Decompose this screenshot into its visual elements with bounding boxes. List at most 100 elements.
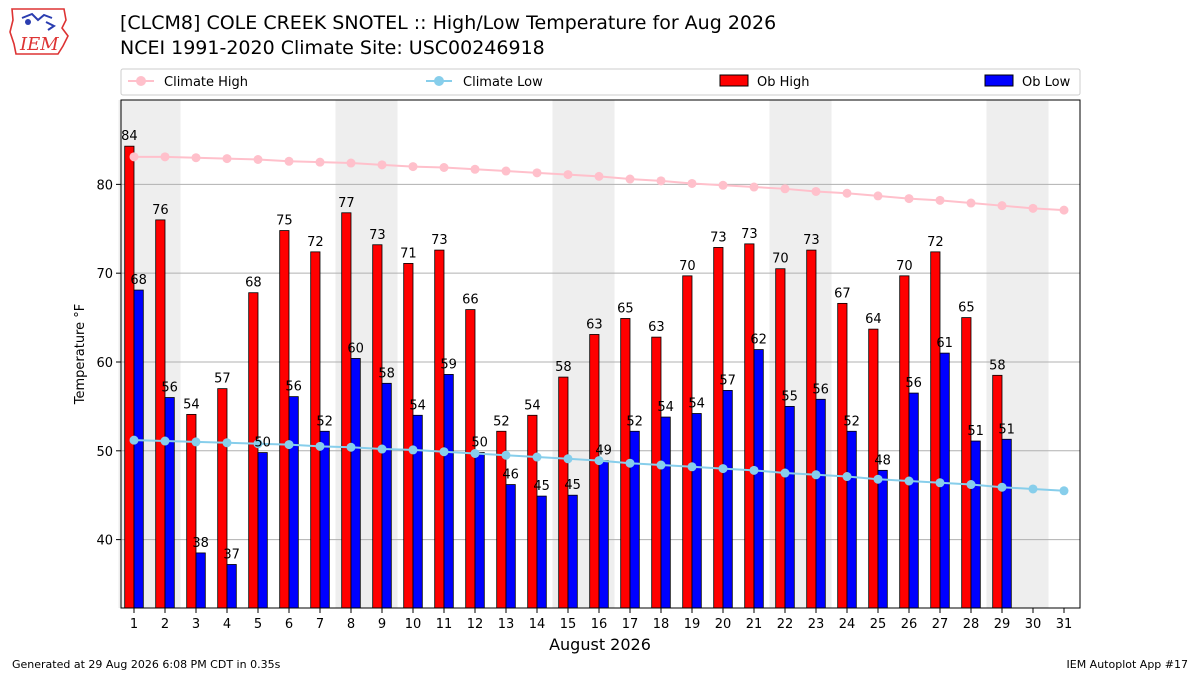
point-climate-high bbox=[377, 160, 387, 170]
iem-logo-graphic: IEM bbox=[9, 8, 69, 55]
data-label-ob-low: 50 bbox=[471, 436, 488, 451]
x-tick-label: 11 bbox=[436, 617, 453, 632]
point-climate-high bbox=[625, 174, 635, 184]
data-label-ob-high: 68 bbox=[245, 276, 262, 291]
data-label-ob-low: 50 bbox=[254, 436, 271, 451]
bar-ob-high bbox=[155, 219, 166, 609]
bar-ob-high bbox=[992, 374, 1003, 609]
point-climate-high bbox=[284, 156, 294, 166]
x-tick-label: 28 bbox=[963, 617, 980, 632]
point-climate-low bbox=[439, 447, 449, 457]
point-climate-low bbox=[904, 476, 914, 486]
point-climate-low bbox=[315, 441, 325, 451]
climate-lines bbox=[129, 152, 1069, 496]
y-tick-label: 80 bbox=[96, 178, 113, 193]
point-climate-low bbox=[501, 450, 511, 460]
data-label-ob-high: 73 bbox=[741, 227, 758, 242]
chart-title: [CLCM8] COLE CREEK SNOTEL :: High/Low Te… bbox=[120, 12, 777, 34]
x-tick-label: 5 bbox=[254, 617, 262, 632]
point-climate-low bbox=[997, 482, 1007, 492]
bar-ob-low bbox=[133, 289, 144, 609]
legend-label-climate-low: Climate Low bbox=[463, 75, 543, 90]
bar-ob-high bbox=[341, 212, 352, 609]
data-label-ob-high: 70 bbox=[772, 252, 789, 267]
point-climate-low bbox=[253, 439, 263, 449]
x-tick-label: 21 bbox=[746, 617, 763, 632]
point-climate-high bbox=[656, 176, 666, 186]
data-label-ob-low: 61 bbox=[936, 336, 953, 351]
bar-ob-high bbox=[589, 334, 600, 609]
data-label-ob-high: 70 bbox=[896, 259, 913, 274]
data-label-ob-low: 52 bbox=[843, 414, 860, 429]
data-label-ob-low: 62 bbox=[750, 333, 767, 348]
bar-ob-high bbox=[310, 251, 321, 609]
point-climate-low bbox=[377, 444, 387, 454]
bar-ob-low bbox=[660, 416, 671, 609]
point-climate-high bbox=[687, 178, 697, 188]
data-label-ob-high: 54 bbox=[183, 397, 200, 412]
bar-ob-low bbox=[195, 552, 206, 609]
data-label-ob-low: 60 bbox=[347, 341, 364, 356]
footer-app-id: IEM Autoplot App #17 bbox=[1066, 658, 1189, 671]
bars bbox=[124, 145, 1012, 609]
bar-ob-low bbox=[846, 430, 857, 609]
bar-ob-low bbox=[908, 392, 919, 609]
point-climate-low bbox=[935, 478, 945, 488]
bar-ob-low bbox=[319, 430, 330, 609]
x-tick-label: 10 bbox=[405, 617, 422, 632]
x-tick-label: 12 bbox=[467, 617, 484, 632]
point-climate-high bbox=[594, 171, 604, 181]
point-climate-high bbox=[439, 162, 449, 172]
x-tick-label: 15 bbox=[560, 617, 577, 632]
bar-ob-high bbox=[372, 244, 383, 609]
point-climate-high bbox=[966, 198, 976, 208]
bar-ob-high bbox=[868, 328, 879, 609]
bar-ob-high bbox=[682, 275, 693, 609]
point-climate-high bbox=[997, 201, 1007, 211]
point-climate-low bbox=[966, 480, 976, 490]
data-label-ob-high: 71 bbox=[400, 246, 417, 261]
bar-ob-low bbox=[257, 452, 268, 609]
point-climate-high bbox=[222, 154, 232, 164]
point-climate-high bbox=[315, 157, 325, 167]
data-label-ob-low: 56 bbox=[161, 381, 178, 396]
data-label-ob-low: 54 bbox=[688, 397, 705, 412]
bar-ob-low bbox=[505, 484, 516, 609]
footer-generated: Generated at 29 Aug 2026 6:08 PM CDT in … bbox=[12, 658, 281, 671]
data-label-ob-high: 76 bbox=[152, 203, 169, 218]
point-climate-low bbox=[1028, 484, 1038, 494]
point-climate-low bbox=[1059, 486, 1069, 496]
bar-ob-low bbox=[164, 397, 175, 609]
point-climate-high bbox=[904, 194, 914, 204]
data-label-ob-high: 63 bbox=[648, 320, 665, 335]
bar-ob-low bbox=[598, 460, 609, 609]
point-climate-low bbox=[811, 470, 821, 480]
bar-ob-high bbox=[651, 336, 662, 609]
bar-ob-high bbox=[403, 263, 414, 609]
point-climate-high bbox=[191, 153, 201, 163]
bar-ob-low bbox=[722, 390, 733, 609]
point-climate-high bbox=[842, 188, 852, 198]
point-climate-low bbox=[594, 456, 604, 466]
data-label-ob-high: 72 bbox=[307, 235, 324, 250]
data-label-ob-low: 52 bbox=[626, 414, 643, 429]
data-label-ob-low: 38 bbox=[192, 536, 209, 551]
point-climate-high bbox=[1059, 205, 1069, 215]
point-climate-low bbox=[873, 474, 883, 484]
bar-ob-high bbox=[434, 249, 445, 609]
bar-ob-low bbox=[877, 469, 888, 609]
data-label-ob-high: 57 bbox=[214, 372, 231, 387]
data-label-ob-high: 73 bbox=[431, 233, 448, 248]
point-climate-low bbox=[284, 440, 294, 450]
bar-ob-high bbox=[837, 302, 848, 609]
legend-item-ob-low: Ob Low bbox=[984, 74, 1071, 90]
x-tick-label: 30 bbox=[1025, 617, 1042, 632]
data-label-ob-high: 65 bbox=[617, 301, 634, 316]
point-climate-high bbox=[563, 170, 573, 180]
point-climate-high bbox=[532, 168, 542, 178]
bar-ob-low bbox=[443, 374, 454, 609]
point-climate-high bbox=[935, 195, 945, 205]
point-climate-high bbox=[873, 191, 883, 201]
point-climate-low bbox=[563, 454, 573, 464]
plot-frame bbox=[120, 99, 1081, 609]
